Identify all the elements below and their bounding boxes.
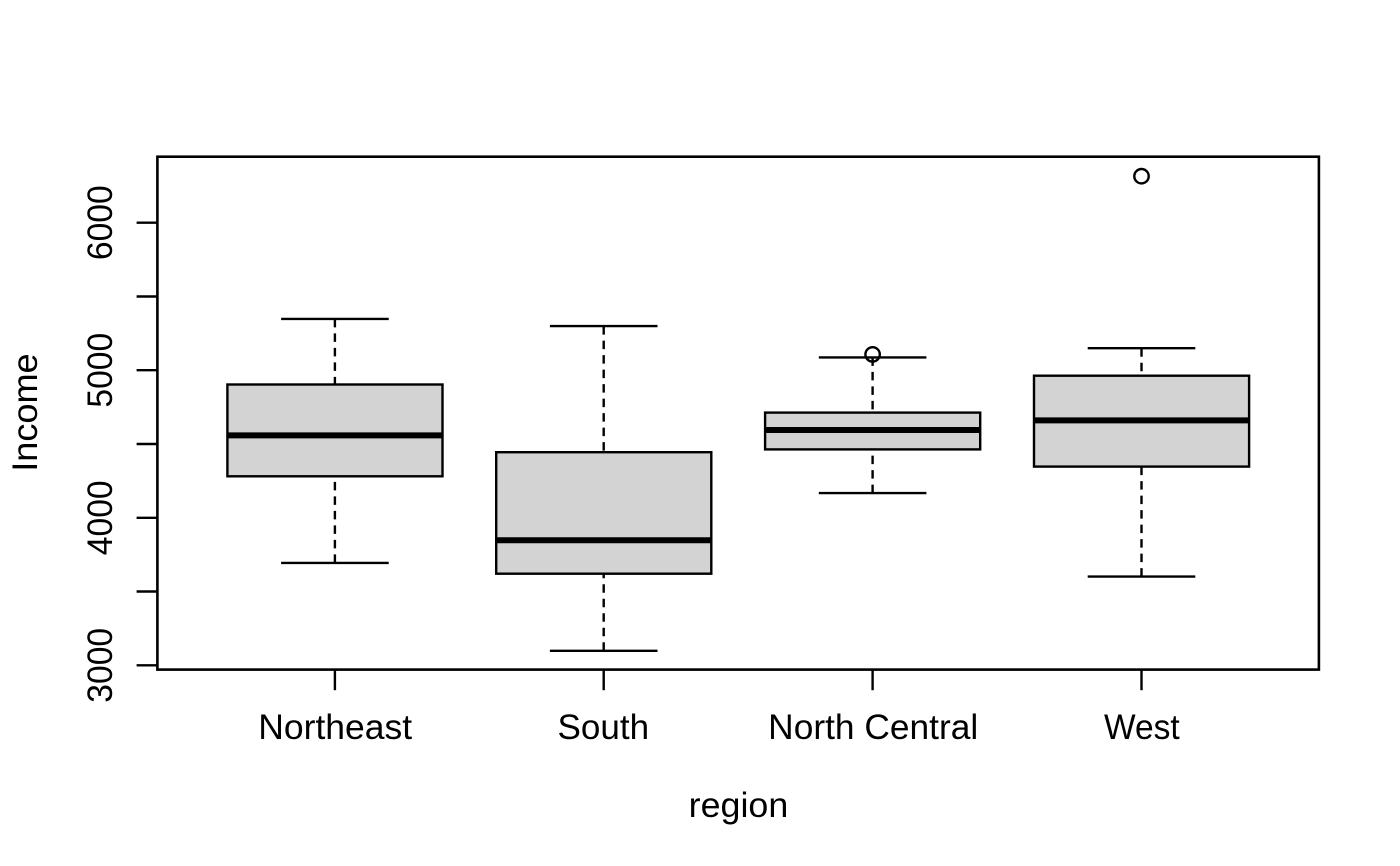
svg-text:Northeast: Northeast — [258, 708, 412, 747]
svg-text:4000: 4000 — [81, 480, 120, 555]
svg-text:West: West — [1104, 708, 1180, 747]
svg-text:Income: Income — [6, 353, 45, 471]
svg-text:region: region — [689, 786, 789, 825]
svg-text:6000: 6000 — [81, 185, 120, 260]
svg-text:South: South — [558, 708, 650, 747]
svg-text:3000: 3000 — [81, 628, 120, 703]
svg-text:North Central: North Central — [768, 708, 978, 747]
svg-text:5000: 5000 — [81, 333, 120, 408]
